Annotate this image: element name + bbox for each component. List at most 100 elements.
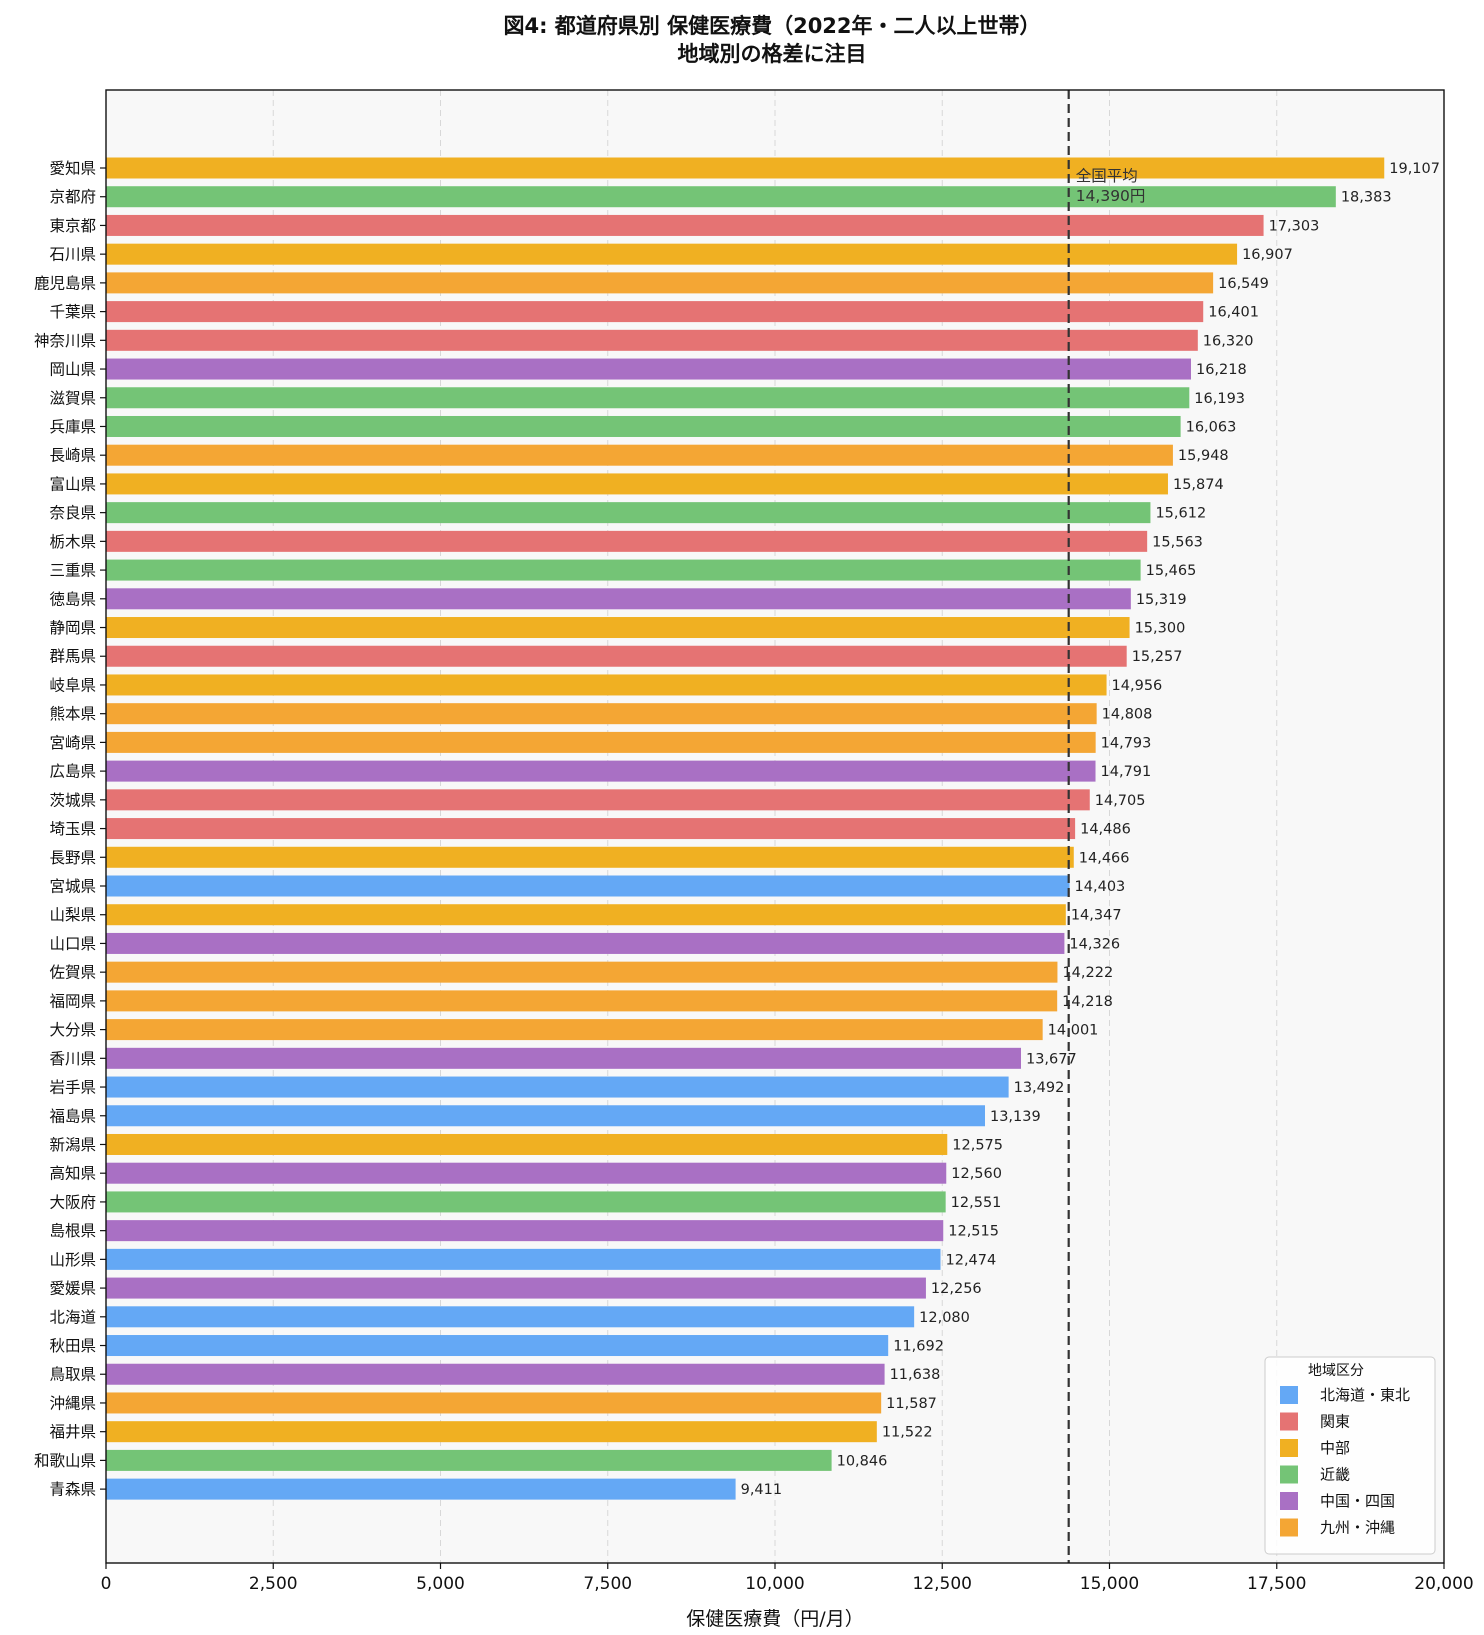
- bar: [106, 588, 1131, 610]
- category-label: 京都府: [49, 188, 96, 206]
- x-tick-label: 12,500: [913, 1574, 972, 1594]
- category-label: 三重県: [49, 562, 96, 580]
- value-label: 16,401: [1208, 305, 1259, 321]
- legend-swatch: [1280, 1386, 1298, 1404]
- bar: [106, 846, 1074, 868]
- bar: [106, 1478, 736, 1500]
- value-label: 16,063: [1186, 419, 1237, 435]
- category-label: 山口県: [49, 935, 96, 953]
- value-label: 12,551: [951, 1195, 1002, 1211]
- category-label: 島根県: [49, 1222, 96, 1240]
- category-label: 新潟県: [49, 1136, 96, 1154]
- value-label: 14,222: [1062, 965, 1113, 981]
- bar: [106, 1335, 889, 1357]
- bar: [106, 1105, 985, 1127]
- bar: [106, 674, 1107, 696]
- bar: [106, 415, 1181, 437]
- x-tick-label: 2,500: [249, 1574, 298, 1594]
- legend-box: [1264, 1356, 1436, 1555]
- category-label: 広島県: [49, 763, 96, 781]
- bar: [106, 473, 1168, 495]
- category-label: 長崎県: [49, 447, 96, 465]
- x-axis-label: 保健医療費（円/月）: [686, 1608, 863, 1630]
- category-label: 奈良県: [49, 504, 96, 522]
- bar: [106, 1191, 946, 1213]
- x-tick-label: 0: [101, 1574, 112, 1594]
- category-label: 富山県: [49, 475, 96, 493]
- bar: [106, 789, 1090, 811]
- value-label: 15,319: [1136, 592, 1187, 608]
- bar: [106, 645, 1127, 667]
- value-label: 16,193: [1194, 391, 1245, 407]
- category-label: 大阪府: [49, 1193, 96, 1211]
- value-label: 13,677: [1026, 1051, 1077, 1067]
- value-label: 14,793: [1101, 735, 1152, 751]
- category-label: 和歌山県: [34, 1452, 96, 1470]
- category-label: 沖縄県: [49, 1394, 96, 1412]
- bar: [106, 1076, 1009, 1098]
- category-label: 愛知県: [49, 160, 96, 178]
- x-axis: 0 2,500 5,000 7,500 10,000 12,500 15,000 17,500…: [101, 1563, 1474, 1594]
- bar: [106, 530, 1148, 552]
- chart-subtitle: 地域別の格差に注目: [678, 42, 867, 66]
- bar: [106, 1248, 941, 1270]
- legend-swatch: [1280, 1518, 1298, 1537]
- category-label: 高知県: [49, 1165, 96, 1183]
- value-label: 15,874: [1173, 477, 1224, 493]
- bar: [106, 1277, 926, 1299]
- category-label: 大分県: [49, 1021, 96, 1039]
- x-tick-label: 17,500: [1247, 1574, 1306, 1594]
- category-label: 愛媛県: [49, 1280, 96, 1298]
- bar: [106, 559, 1141, 581]
- value-label: 16,320: [1203, 333, 1254, 349]
- bar: [106, 1363, 885, 1385]
- value-label: 15,300: [1135, 621, 1186, 637]
- bar: [106, 703, 1097, 725]
- value-label: 12,560: [951, 1166, 1002, 1182]
- value-label: 14,791: [1101, 764, 1152, 780]
- category-label: 神奈川県: [34, 332, 96, 350]
- value-label: 10,846: [837, 1453, 888, 1469]
- chart-title: 図4: 都道府県別 保健医療費（2022年・二人以上世帯）: [503, 14, 1040, 38]
- category-label: 青森県: [49, 1481, 96, 1499]
- bar: [106, 875, 1070, 897]
- bar: [106, 904, 1066, 926]
- bar: [106, 243, 1238, 265]
- category-label: 石川県: [49, 246, 96, 264]
- category-label: 熊本県: [49, 705, 96, 723]
- category-label: 兵庫県: [49, 418, 96, 436]
- category-label: 岐阜県: [49, 676, 96, 694]
- legend-item-label: 中国・四国: [1320, 1492, 1395, 1510]
- value-label: 12,256: [931, 1281, 982, 1297]
- value-label: 11,522: [882, 1425, 933, 1441]
- value-label: 12,515: [948, 1224, 999, 1240]
- value-label: 12,575: [952, 1137, 1003, 1153]
- bar: [106, 818, 1076, 840]
- legend-swatch: [1280, 1412, 1298, 1431]
- bar: [106, 1162, 947, 1184]
- average-label: 全国平均: [1076, 167, 1138, 185]
- category-label: 山梨県: [49, 906, 96, 924]
- category-label: 栃木県: [49, 533, 96, 551]
- x-tick-label: 20,000: [1414, 1574, 1473, 1594]
- value-label: 15,612: [1155, 506, 1206, 522]
- category-label: 茨城県: [49, 791, 96, 809]
- bar: [106, 387, 1190, 409]
- category-label: 鹿児島県: [34, 274, 96, 292]
- value-label: 16,907: [1242, 247, 1293, 263]
- bar: [106, 301, 1204, 323]
- value-label: 18,383: [1341, 190, 1392, 206]
- category-label: 千葉県: [49, 303, 96, 321]
- category-label: 滋賀県: [49, 389, 96, 407]
- x-tick-label: 5,000: [416, 1574, 465, 1594]
- category-label: 長野県: [49, 849, 96, 867]
- bar: [106, 1047, 1021, 1069]
- category-label: 秋田県: [49, 1337, 96, 1355]
- bar: [106, 358, 1191, 380]
- bar: [106, 329, 1198, 351]
- value-label: 15,465: [1146, 563, 1197, 579]
- value-label: 15,948: [1178, 448, 1229, 464]
- bar: [106, 1133, 948, 1155]
- category-label: 岡山県: [49, 361, 96, 379]
- category-label: 宮崎県: [49, 734, 96, 752]
